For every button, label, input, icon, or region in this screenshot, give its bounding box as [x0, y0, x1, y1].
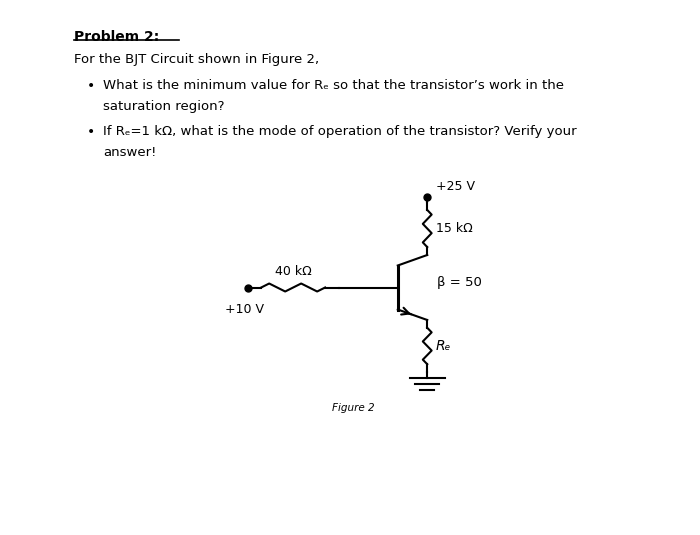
Text: saturation region?: saturation region?	[103, 100, 225, 113]
Text: 15 kΩ: 15 kΩ	[436, 222, 473, 235]
Text: Problem 2:: Problem 2:	[74, 30, 159, 44]
Text: Figure 2: Figure 2	[332, 403, 375, 413]
Text: 40 kΩ: 40 kΩ	[275, 264, 312, 278]
Text: Rₑ: Rₑ	[436, 339, 452, 353]
Text: For the BJT Circuit shown in Figure 2,: For the BJT Circuit shown in Figure 2,	[74, 53, 318, 66]
Text: +10 V: +10 V	[225, 302, 264, 316]
Text: •: •	[86, 125, 94, 139]
Text: What is the minimum value for Rₑ so that the transistor’s work in the: What is the minimum value for Rₑ so that…	[103, 79, 564, 92]
Text: +25 V: +25 V	[436, 180, 475, 193]
Text: If Rₑ=1 kΩ, what is the mode of operation of the transistor? Verify your: If Rₑ=1 kΩ, what is the mode of operatio…	[103, 125, 577, 138]
Text: •: •	[86, 79, 94, 93]
Text: answer!: answer!	[103, 146, 157, 159]
Text: β = 50: β = 50	[437, 276, 482, 289]
